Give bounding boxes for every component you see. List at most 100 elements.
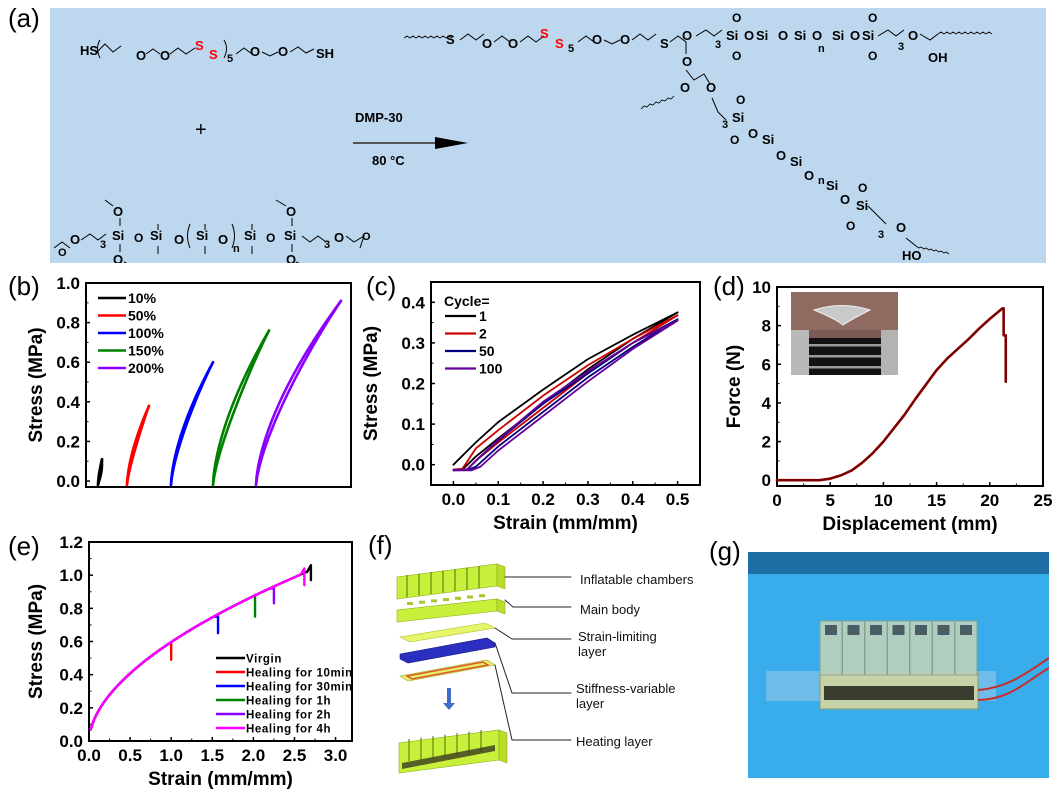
- y-tick-label: 4: [762, 394, 772, 413]
- y-tick-label: 0.0: [56, 472, 80, 491]
- bond: [275, 199, 287, 207]
- bond-chain: [301, 235, 327, 243]
- y-tick-label: 10: [752, 278, 771, 297]
- inflatable-chambers-part: [396, 563, 506, 600]
- series-line: [125, 404, 151, 487]
- legend-label: 200%: [128, 360, 164, 376]
- bracket: [231, 223, 235, 249]
- y-tick-label: 0.2: [56, 432, 80, 451]
- oxygen-atom: O: [812, 28, 822, 43]
- inset-right-clamp: [881, 330, 898, 375]
- oxygen-atom: O: [776, 148, 786, 163]
- inset-left-clamp: [791, 330, 809, 375]
- wire-red-1: [977, 657, 1049, 691]
- oxygen-atom: O: [748, 126, 758, 141]
- chart-c: 0.0 0.1 0.2 0.3 0.4 0.0 0.1 0.2 0.3 0.4 0.5 Strain …: [361, 281, 701, 534]
- legend-label: 100: [479, 361, 503, 377]
- y-tick-label: 0.0: [59, 732, 83, 751]
- thiol-end-right: SH: [316, 46, 334, 61]
- wavy-chain-end: [640, 95, 675, 110]
- leader-line: [494, 642, 572, 694]
- layer-label-strain-limiting: Strain-limiting layer: [578, 629, 657, 659]
- legend-label: 10%: [128, 290, 157, 306]
- oxygen-atom: O: [266, 231, 275, 245]
- legend-label: 100%: [128, 325, 164, 341]
- series-line: [89, 567, 306, 731]
- silicon-atom: Si: [726, 28, 738, 43]
- bond-chain: [169, 47, 196, 55]
- x-tick-label: 0.5: [118, 746, 142, 765]
- oxygen-atom: O: [908, 28, 918, 43]
- subscript-n: n: [818, 43, 825, 55]
- leader-line: [504, 599, 572, 608]
- bond-chain: [877, 29, 905, 37]
- oxygen-atom: O: [218, 232, 228, 247]
- stiffness-variable-part: [399, 637, 496, 664]
- legend-label: 1: [479, 308, 487, 324]
- y-axis-label: Stress (MPa): [361, 326, 382, 441]
- inset-rib: [809, 344, 881, 347]
- panel-label-c: (c): [366, 271, 397, 301]
- assembled-actuator-side: [498, 729, 508, 764]
- x-tick-label: 2.0: [242, 746, 266, 765]
- subscript-n: n: [818, 175, 825, 187]
- bond-chain: [235, 47, 253, 55]
- body-slot: [431, 599, 437, 603]
- series-line: [254, 299, 343, 487]
- legend-label: Healing for 4h: [246, 724, 331, 736]
- legend-label: 50: [479, 343, 495, 359]
- oxygen-atom: O: [736, 93, 745, 107]
- y-tick-label: 0.8: [56, 314, 80, 333]
- panel-label-f: (f): [368, 530, 393, 560]
- panel-label-e: (e): [8, 531, 40, 561]
- x-axis-label: Strain (mm/mm): [148, 769, 293, 790]
- chamber-opening: [870, 625, 882, 635]
- exploded-structure-diagram: [396, 563, 572, 774]
- oxygen-atom: O: [682, 54, 692, 69]
- oxygen-atom: O: [362, 231, 371, 243]
- x-tick-label: 25: [1034, 491, 1053, 510]
- y-tick-label: 8: [762, 317, 771, 336]
- reaction-arrow-head: [435, 137, 468, 149]
- chamber-opening: [825, 625, 837, 635]
- x-tick-label: 1.5: [200, 746, 224, 765]
- y-tick-label: 0.1: [401, 415, 425, 434]
- silicon-atom: Si: [862, 28, 874, 43]
- y-tick-label: 0: [762, 471, 771, 490]
- oxygen-atom: O: [858, 181, 867, 195]
- y-axis-label: Stress (MPa): [26, 327, 47, 442]
- body-slot: [479, 594, 485, 598]
- oxygen-atom: O: [868, 49, 877, 63]
- y-tick-label: 0.4: [59, 666, 83, 685]
- bond: [577, 35, 595, 43]
- y-tick-label: 0.3: [401, 334, 425, 353]
- silicon-atom: Si: [790, 154, 802, 169]
- oxygen-atom: O: [778, 28, 788, 43]
- subscript-3: 3: [715, 39, 721, 51]
- bond: [631, 33, 657, 41]
- series-line: [452, 319, 679, 472]
- inflatable-chambers-part-front: [396, 563, 498, 600]
- series-line: [452, 318, 679, 472]
- disulfide-s1: S: [195, 38, 204, 53]
- series-line: [211, 329, 271, 487]
- bond-chain: [695, 29, 723, 37]
- oxygen-atom: O: [508, 36, 518, 51]
- inflatable-chambers-part-side: [496, 563, 506, 590]
- oxygen-atom: O: [840, 192, 850, 207]
- y-tick-label: 1.0: [56, 274, 80, 293]
- series-line: [211, 329, 271, 487]
- series-line: [169, 360, 215, 487]
- plot-frame: [85, 282, 352, 488]
- silicon-atom: Si: [244, 228, 256, 243]
- oxygen-atom: O: [732, 49, 741, 63]
- oxygen-atom: O: [113, 204, 123, 219]
- oxygen-atom: O: [482, 36, 492, 51]
- actuator-stiffness-layer: [824, 686, 974, 700]
- disulfide-s1: S: [540, 26, 549, 41]
- x-tick-label: 10: [874, 491, 893, 510]
- series-line: [89, 593, 257, 731]
- bond: [711, 97, 727, 121]
- main-body-part: [396, 594, 506, 623]
- bond-chain: [145, 48, 161, 55]
